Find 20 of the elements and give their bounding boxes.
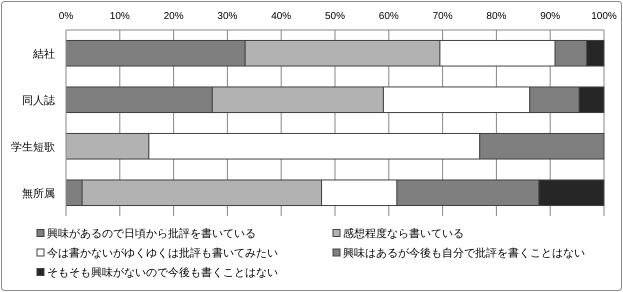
y-tick-label: 無所属 [22,186,55,200]
x-tick-label: 0% [58,11,74,22]
x-tick-label: 10% [110,11,130,22]
x-tick-label: 100% [591,11,617,22]
legend-label: 今は書かないがゆくゆくは批評も書いてみたい [47,246,278,260]
x-tick-label: 90% [540,11,560,22]
legend-label: 感想程度なら書いている [343,227,464,240]
x-tick-label: 20% [164,11,184,22]
x-tick-label: 80% [486,11,507,22]
x-tick-label: 40% [271,11,292,22]
y-tick-label: 同人誌 [22,94,55,107]
x-tick-label: 70% [432,11,453,22]
x-tick-label: 60% [378,11,399,22]
y-tick-label: 学生短歌 [11,140,55,154]
legend-label: 興味はあるが今後も自分で批評を書くことはない [343,246,585,260]
legend-label: 興味があるので日頃から批評を書いている [47,227,256,240]
x-tick-label: 30% [217,11,238,22]
y-tick-label: 結社 [32,47,55,60]
legend-label: そもそも興味がないので今後も書くことはない [47,266,278,279]
x-tick-label: 50% [324,11,346,22]
